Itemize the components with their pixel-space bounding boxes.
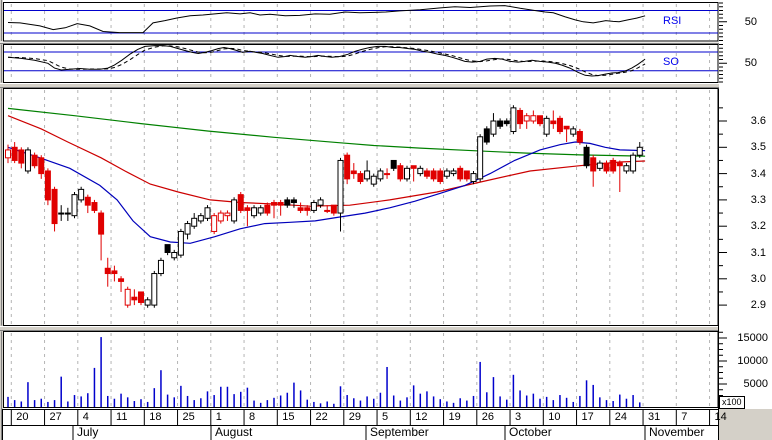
week-axis-label: 10	[548, 411, 561, 423]
price-axis-label: 3.2	[750, 220, 766, 233]
week-axis-label: 7	[681, 411, 688, 423]
week-axis-label: 20	[16, 411, 29, 423]
price-axis-label: 3.0	[750, 272, 766, 285]
week-axis-label: 26	[481, 411, 495, 423]
week-axis-label: 19	[448, 411, 461, 423]
week-axis-label: 14	[714, 411, 727, 423]
rsi-axis-value: 50	[744, 16, 757, 28]
price-axis-label: 3.3	[750, 193, 766, 206]
so-axis-value: 50	[744, 57, 757, 69]
so-label: SO	[663, 56, 679, 68]
week-axis-label: 4	[82, 411, 89, 423]
month-axis-label: July	[77, 425, 99, 439]
week-axis-label: 1	[215, 411, 222, 423]
rsi-label: RSI	[663, 15, 682, 27]
month-axis-label: September	[370, 425, 429, 439]
volume-axis-label: 10000	[737, 355, 768, 367]
week-axis-label: 22	[315, 411, 328, 423]
week-axis-label: 27	[49, 411, 62, 423]
week-axis-label: 8	[249, 411, 256, 423]
volume-axis-label: 15000	[737, 332, 768, 344]
week-axis-label: 29	[348, 411, 362, 423]
week-axis-label: 3	[515, 411, 522, 423]
week-axis-label: 31	[648, 411, 661, 423]
volume-multiplier-badge: x100	[719, 396, 745, 409]
month-axis-label: October	[509, 425, 552, 439]
week-axis-label: 5	[382, 411, 389, 423]
volume-axis-label: 5000	[743, 378, 768, 390]
week-axis-label: 11	[116, 411, 128, 423]
week-axis-label: 24	[614, 411, 628, 423]
week-axis-label: 15	[282, 411, 295, 423]
week-axis-label: 25	[182, 411, 195, 423]
price-axis-label: 3.1	[750, 246, 766, 259]
price-axis-label: 3.4	[750, 167, 766, 180]
week-axis-label: 17	[581, 411, 594, 423]
price-axis-label: 2.9	[750, 299, 766, 312]
month-axis-label: August	[215, 425, 253, 439]
week-axis-label: 12	[415, 411, 428, 423]
month-axis-label: November	[649, 425, 705, 439]
price-axis-label: 3.6	[750, 115, 766, 127]
price-axis-label: 3.5	[750, 141, 766, 154]
week-axis-label: 18	[149, 411, 162, 423]
